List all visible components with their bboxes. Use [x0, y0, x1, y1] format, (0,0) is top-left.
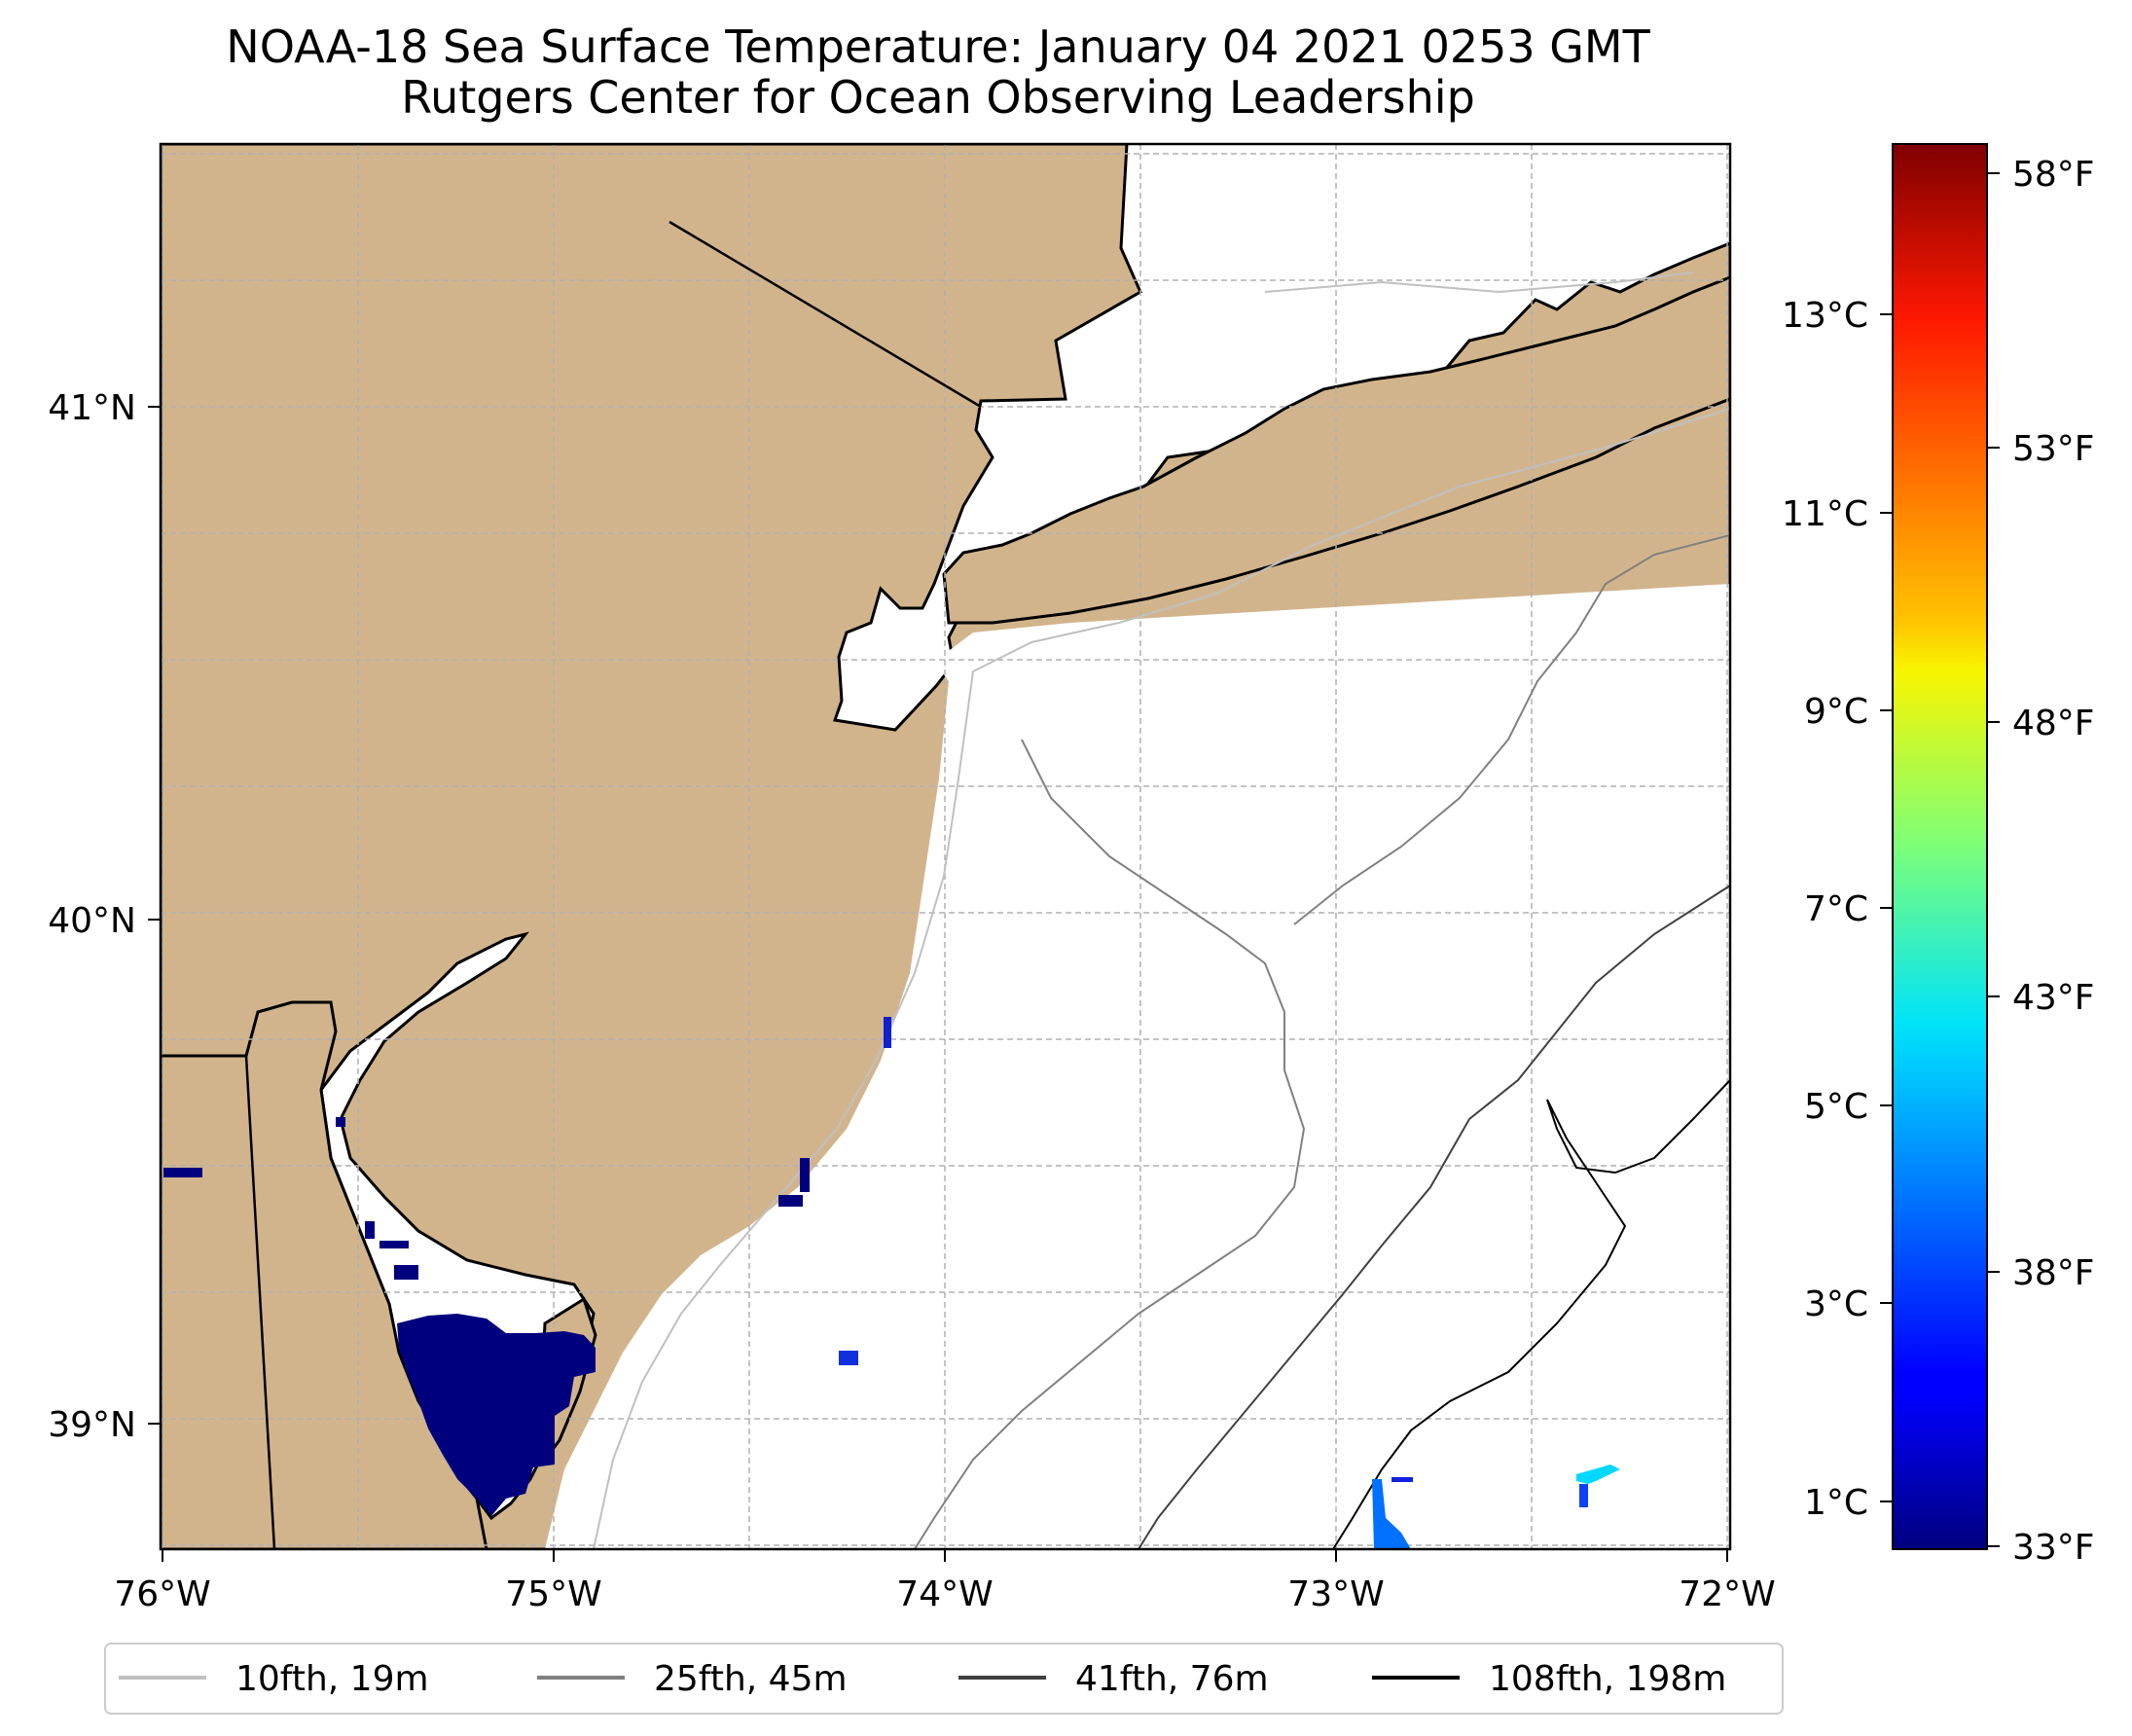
sst-pixel — [379, 1241, 409, 1248]
title-line-1: NOAA-18 Sea Surface Temperature: January… — [226, 20, 1650, 73]
celsius-tick-label: 13°C — [1782, 296, 1868, 336]
fahrenheit-tick-label: 38°F — [2012, 1253, 2095, 1293]
isobath-108fth — [1332, 1079, 1730, 1549]
sst-pixel — [778, 1195, 803, 1207]
lon-tick-label: 75°W — [505, 1574, 601, 1614]
sst-pixel — [839, 1351, 858, 1365]
lon-tick-label: 72°W — [1679, 1574, 1775, 1614]
celsius-tick-label: 1°C — [1804, 1483, 1868, 1523]
figure-title: NOAA-18 Sea Surface Temperature: January… — [0, 21, 1876, 123]
celsius-tick-marks — [1880, 313, 1893, 1502]
sst-delaware-bay — [397, 1314, 596, 1516]
legend-label: 41fth, 76m — [1075, 1659, 1269, 1699]
sst-offshore-patch-1 — [1372, 1479, 1411, 1549]
sst-pixel — [1391, 1477, 1413, 1482]
legend-label: 10fth, 19m — [235, 1659, 429, 1699]
fahrenheit-tick-label: 53°F — [2012, 429, 2095, 469]
lat-tick-label: 40°N — [48, 901, 136, 941]
legend-label: 25fth, 45m — [654, 1659, 848, 1699]
water-nj-coast — [545, 584, 1730, 1549]
sst-pixel — [163, 1168, 202, 1177]
celsius-tick-label: 5°C — [1804, 1087, 1868, 1127]
fahrenheit-tick-marks — [1987, 172, 2000, 1547]
sst-offshore-patch-2 — [1576, 1465, 1620, 1484]
colorbar — [1892, 143, 1988, 1550]
sst-pixel — [394, 1265, 418, 1280]
isobath-10fth — [593, 271, 1730, 1549]
sst-pixel — [800, 1158, 810, 1192]
grid-lines — [161, 144, 1730, 1549]
isobath-41fth — [1138, 885, 1730, 1549]
lat-tick-label: 39°N — [48, 1405, 136, 1445]
sst-pixel — [365, 1221, 375, 1239]
sst-pixel — [884, 1017, 891, 1048]
isobath-25fth — [914, 534, 1730, 1549]
fahrenheit-tick-label: 58°F — [2012, 155, 2095, 195]
map-area — [161, 144, 1730, 1549]
sst-data — [163, 1017, 1620, 1549]
title-line-2: Rutgers Center for Ocean Observing Leade… — [401, 71, 1475, 124]
fahrenheit-tick-label: 43°F — [2012, 978, 2095, 1018]
celsius-tick-label: 7°C — [1804, 889, 1868, 929]
celsius-tick-label: 9°C — [1804, 692, 1868, 732]
sst-pixel — [1579, 1484, 1588, 1507]
fahrenheit-tick-label: 48°F — [2012, 704, 2095, 743]
lon-tick-label: 73°W — [1287, 1574, 1384, 1614]
legend — [104, 1643, 1784, 1715]
lon-tick-label: 76°W — [114, 1574, 210, 1614]
legend-label: 108fth, 198m — [1489, 1659, 1726, 1699]
state-boundaries — [161, 220, 982, 1549]
lon-tick-label: 74°W — [896, 1574, 993, 1614]
lat-tick-label: 41°N — [48, 388, 136, 428]
sst-pixel — [336, 1117, 345, 1127]
lat-tick-marks — [148, 406, 161, 1425]
fahrenheit-tick-label: 33°F — [2012, 1528, 2095, 1568]
celsius-tick-label: 3°C — [1804, 1284, 1868, 1324]
lon-tick-marks — [162, 1549, 1728, 1562]
celsius-tick-label: 11°C — [1782, 494, 1868, 534]
